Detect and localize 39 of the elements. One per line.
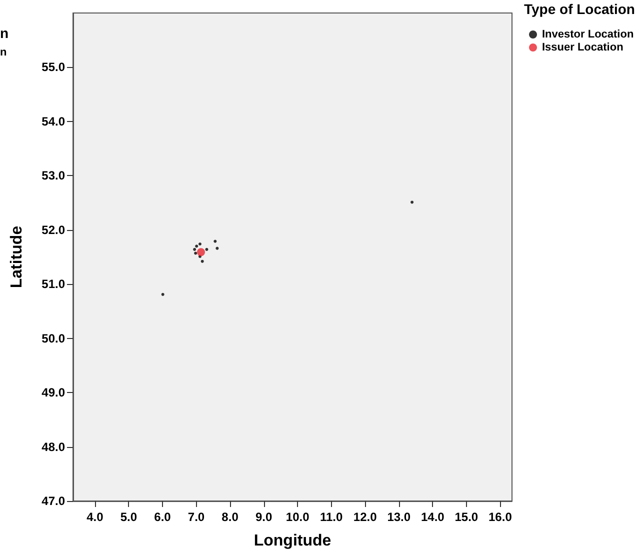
x-tick-label: 16.0 bbox=[488, 510, 512, 524]
y-tick-label: 47.0 bbox=[42, 494, 66, 508]
x-tick-label: 14.0 bbox=[420, 510, 445, 524]
point bbox=[410, 200, 414, 204]
point bbox=[216, 246, 219, 250]
point bbox=[194, 252, 198, 255]
y-tick-label: 55.0 bbox=[42, 60, 66, 74]
y-tick-label: 51.0 bbox=[42, 277, 66, 292]
y-tick-label: 48.0 bbox=[42, 440, 66, 454]
y-tick-label: 50.0 bbox=[42, 331, 66, 346]
legend-label: Investor Location bbox=[542, 28, 634, 40]
y-tick-label: 53.0 bbox=[42, 168, 66, 183]
x-tick-label: 7.0 bbox=[188, 510, 205, 524]
text: n bbox=[0, 25, 9, 41]
y-tick-label: 54.0 bbox=[42, 114, 66, 128]
x-tick-label: 11.0 bbox=[320, 510, 344, 524]
x-tick-label: 15.0 bbox=[454, 510, 478, 524]
x-tick-label: 6.0 bbox=[154, 510, 172, 524]
x-axis-title: Longitude bbox=[254, 532, 332, 550]
x-tick-label: 13.0 bbox=[387, 510, 411, 524]
text: n bbox=[0, 46, 7, 58]
x-tick-label: 9.0 bbox=[255, 510, 272, 524]
point bbox=[200, 260, 204, 263]
point bbox=[205, 248, 208, 251]
y-tick-label: 49.0 bbox=[42, 386, 66, 400]
point bbox=[198, 242, 202, 246]
x-tick-label: 12.0 bbox=[353, 510, 378, 524]
point bbox=[161, 292, 164, 296]
point bbox=[196, 248, 205, 256]
legend-label: Issuer Location bbox=[542, 42, 624, 54]
x-tick-label: 8.0 bbox=[222, 510, 239, 524]
x-tick-label: 5.0 bbox=[120, 510, 138, 524]
point bbox=[193, 248, 196, 251]
x-tick-label: 4.0 bbox=[86, 510, 104, 524]
x-tick-label: 10.0 bbox=[286, 510, 310, 524]
y-tick-label: 52.0 bbox=[42, 222, 66, 237]
legend-title: Type of Location bbox=[524, 1, 635, 17]
point bbox=[195, 244, 198, 248]
y-axis-title: Latitude bbox=[8, 226, 26, 288]
